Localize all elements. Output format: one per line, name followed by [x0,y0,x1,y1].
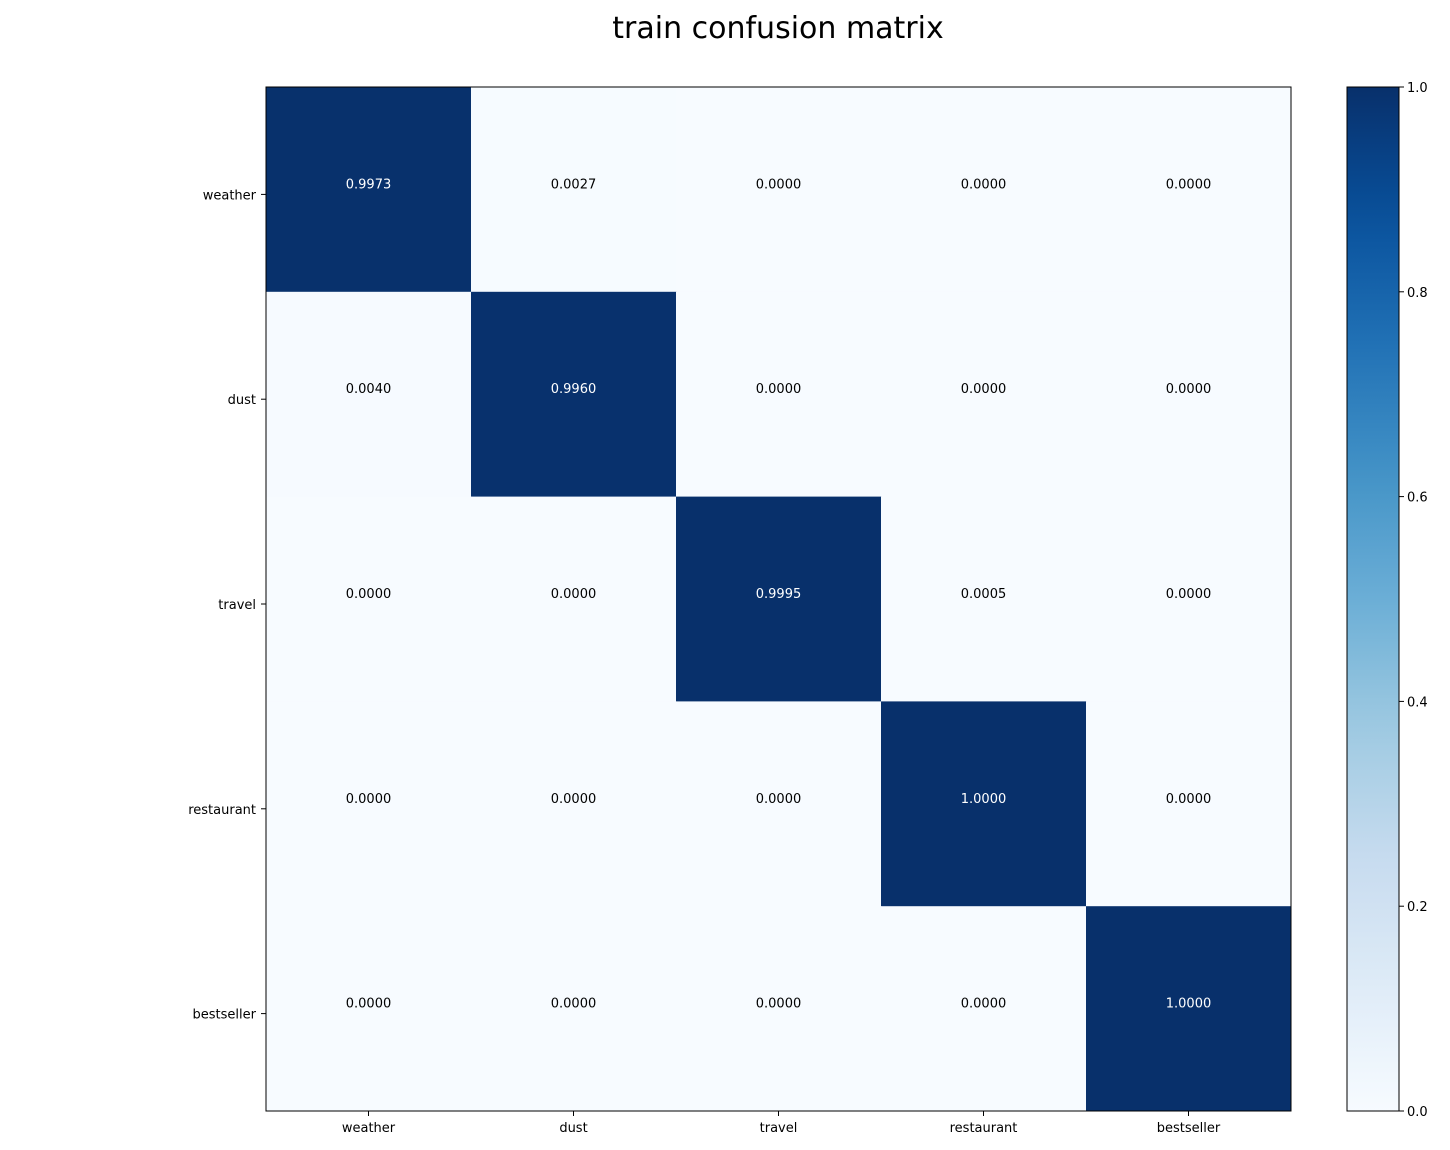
cell-value-label: 1.0000 [1166,997,1212,1012]
cell-value-label: 0.0000 [961,177,1007,192]
cell-value-label: 0.0000 [756,382,802,397]
cell-value-label: 0.0000 [551,792,597,807]
heatmap-cell [881,87,1087,293]
colorbar-tick-label: 1.0 [1407,81,1428,96]
heatmap-cell [471,496,677,702]
heatmap-cell [471,701,677,907]
heatmap-cell [1086,87,1292,293]
cell-value-label: 0.0000 [346,997,392,1012]
y-tick-label: bestseller [193,1008,257,1023]
colorbar-tick-label: 0.8 [1407,286,1428,301]
colorbar-tick-label: 0.0 [1407,1105,1428,1120]
cell-value-labels: 0.9973 0.0027 0.0000 0.0000 0.0000 0.0040 0.99… [346,177,1212,1011]
heatmap-cell [471,291,677,498]
colorbar-tick-label: 0.2 [1407,900,1428,915]
chart-title: train confusion matrix [612,11,943,46]
x-tick-label: restaurant [950,1121,1018,1136]
heatmap-cell [1086,291,1292,498]
heatmap-cell [881,496,1087,702]
cell-value-label: 0.0005 [961,587,1007,602]
cell-value-label: 0.9973 [346,177,392,192]
y-axis: weather dust travel restaurant bestseller [188,188,266,1023]
cell-value-label: 0.0000 [346,587,392,602]
colorbar: 0.0 0.2 0.4 0.6 0.8 1.0 [1346,81,1428,1120]
heatmap-cell [676,496,882,702]
heatmap-cell [266,291,472,498]
heatmap-cell [881,906,1087,1112]
heatmap-cell [676,701,882,907]
heatmap-cell [471,87,677,293]
heatmap-cell [881,701,1087,907]
cell-value-label: 0.0000 [551,587,597,602]
heatmap-cell [881,291,1087,498]
heatmap-cell [266,906,472,1112]
x-tick-label: dust [559,1121,587,1136]
colorbar-ticks: 0.0 0.2 0.4 0.6 0.8 1.0 [1399,81,1428,1120]
colorbar-gradient [1346,86,1400,1112]
cell-value-label: 0.0000 [1166,587,1212,602]
heatmap-cell [676,291,882,498]
cell-value-label: 0.0000 [961,997,1007,1012]
cell-value-label: 0.0000 [346,792,392,807]
cell-value-label: 0.0000 [551,997,597,1012]
heatmap-cell [676,906,882,1112]
heatmap-cell [1086,496,1292,702]
heatmap-cell [266,87,472,293]
cell-value-label: 0.0000 [1166,177,1212,192]
cell-value-label: 0.0000 [961,382,1007,397]
y-tick-label: weather [203,188,257,203]
heatmap-cell [1086,906,1292,1112]
x-tick-label: bestseller [1157,1121,1221,1136]
heatmap-cell [471,906,677,1112]
heatmap-cells [266,87,1292,1112]
cell-value-label: 0.9995 [756,587,802,602]
heatmap-cell [1086,701,1292,907]
heatmap-cell [266,496,472,702]
cell-value-label: 0.0040 [346,382,392,397]
cell-value-label: 0.0027 [551,177,597,192]
cell-value-label: 0.0000 [756,177,802,192]
cell-value-label: 0.9960 [551,382,597,397]
x-tick-label: travel [760,1121,798,1136]
y-tick-label: dust [228,393,256,408]
cell-value-label: 0.0000 [1166,792,1212,807]
colorbar-tick-label: 0.4 [1407,695,1428,710]
x-tick-label: weather [342,1121,396,1136]
y-tick-label: restaurant [188,803,256,818]
heatmap-cell [266,701,472,907]
x-axis: weather dust travel restaurant bestseller [342,1111,1221,1136]
colorbar-tick-label: 0.6 [1407,491,1428,506]
heatmap-cell [676,87,882,293]
cell-value-label: 1.0000 [961,792,1007,807]
cell-value-label: 0.0000 [756,792,802,807]
cell-value-label: 0.0000 [756,997,802,1012]
cell-value-label: 0.0000 [1166,382,1212,397]
y-tick-label: travel [218,598,256,613]
